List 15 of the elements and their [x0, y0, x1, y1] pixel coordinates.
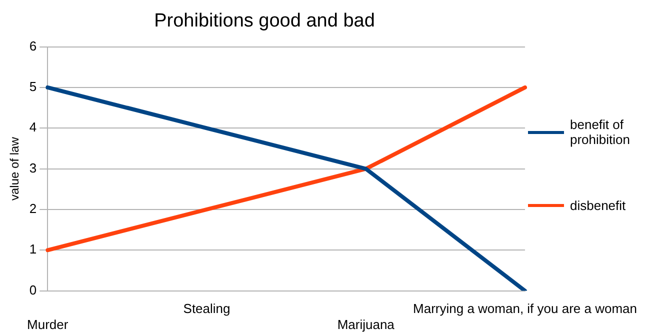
- x-tick-label: Stealing: [183, 301, 230, 316]
- chart-title: Prohibitions good and bad: [154, 10, 375, 32]
- y-tick-label: 2: [29, 201, 37, 216]
- y-axis-title: value of law: [8, 136, 22, 200]
- y-tick-label: 6: [29, 38, 37, 54]
- y-tick-label: 1: [29, 242, 37, 257]
- y-tick-label: 4: [29, 120, 37, 135]
- legend-label: disbenefit: [570, 198, 627, 213]
- y-tick-label: 0: [29, 282, 37, 298]
- x-tick-label: Marijuana: [337, 316, 396, 332]
- legend-label: benefit of prohibition: [570, 117, 631, 148]
- x-tick-label: Murder: [27, 316, 69, 332]
- y-tick-label: 5: [29, 79, 37, 94]
- x-tick-label: Marrying a woman, if you are a woman: [413, 301, 637, 316]
- y-tick-label: 3: [29, 160, 37, 176]
